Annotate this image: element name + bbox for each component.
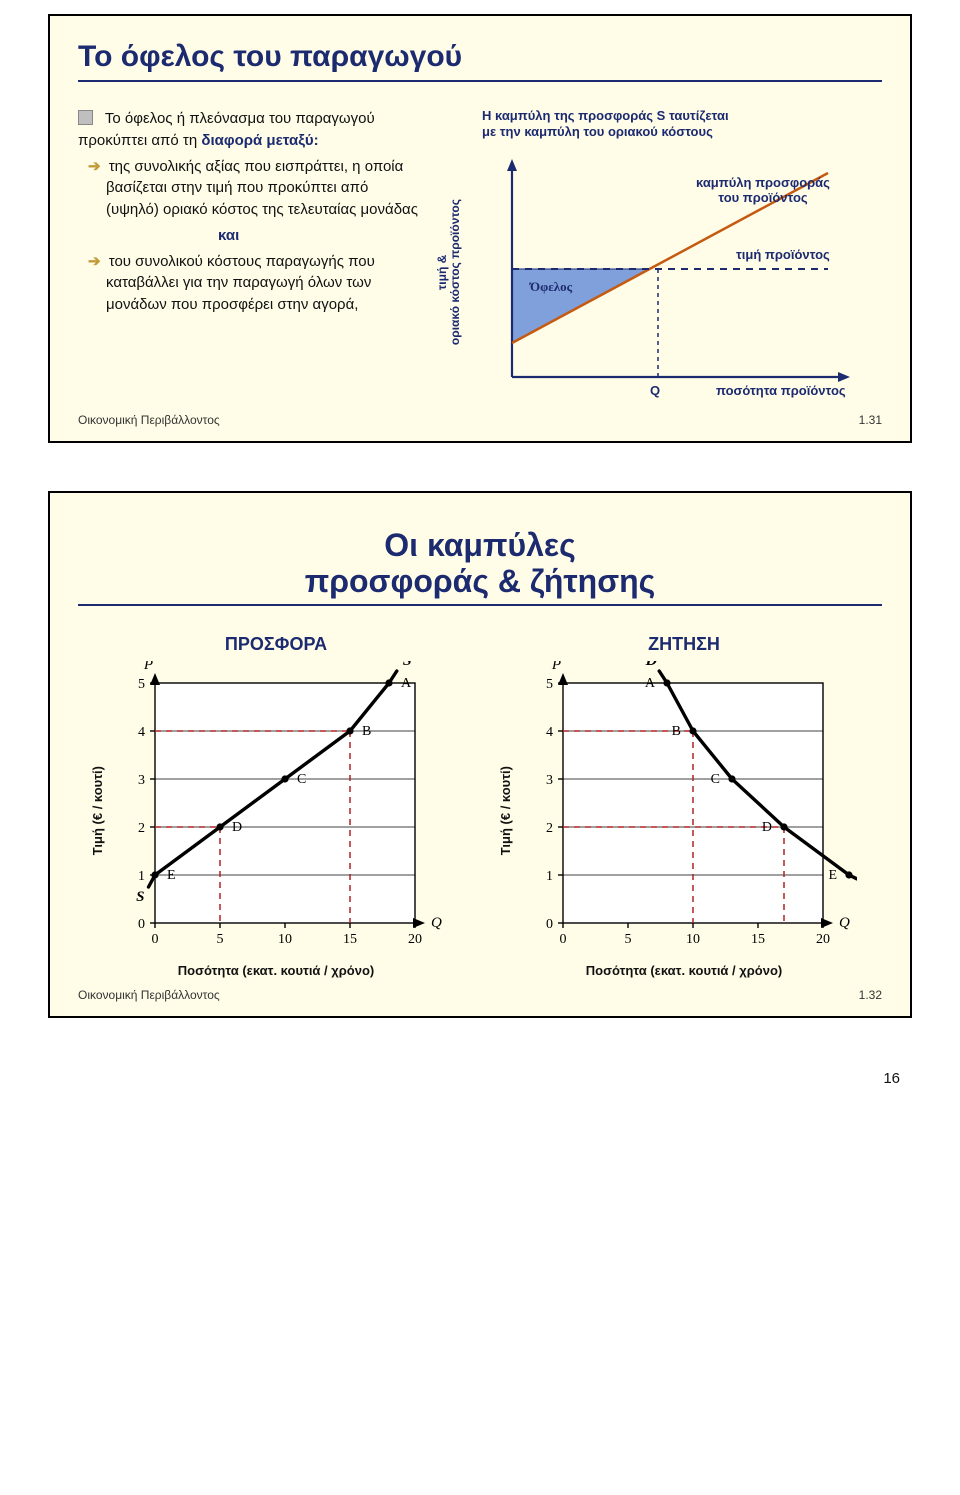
- producer-surplus-diagram: Η καμπύλη της προσφοράς S ταυτίζεται με …: [436, 108, 882, 403]
- slide2-footer: Οικονομική Περιβάλλοντος 1.32: [78, 988, 882, 1002]
- sub-bullet-2: ➔ του συνολικού κόστους παραγωγής που κα…: [78, 251, 418, 316]
- charts-row: ΠΡΟΣΦΟΡΑ Τιμή (€ / κουτί) 01234505101520…: [78, 634, 882, 978]
- sub-bullet-1: ➔ της συνολικής αξίας που εισπράττει, η …: [78, 156, 418, 221]
- supply-xlabel: Ποσότητα (εκατ. κουτιά / χρόνο): [90, 963, 462, 978]
- svg-text:P: P: [143, 661, 153, 673]
- diagram-top-caption: Η καμπύλη της προσφοράς S ταυτίζεται με …: [482, 108, 882, 141]
- supply-svg: 0 1 2 3 4 5 0 5 10 15 20 E D C B A P Q S S: [109, 661, 449, 961]
- demand-chart-column: ΖΗΤΗΣΗ Τιμή (€ / κουτί) 0 1 2 3 4 5 0 5 10 15 20 A B…: [498, 634, 870, 978]
- bullet-text-block: Το όφελος ή πλεόνασμα του παραγωγού προκ…: [78, 108, 418, 320]
- svg-text:0: 0: [546, 917, 553, 932]
- svg-text:5: 5: [546, 677, 553, 692]
- title-underline: [78, 604, 882, 606]
- svg-text:C: C: [297, 772, 306, 787]
- legend-price: τιμή προϊόντος: [736, 248, 830, 263]
- demand-svg: 01234505101520ABCDEPQDD: [517, 661, 857, 961]
- arrow-icon: ➔: [88, 253, 101, 270]
- svg-text:5: 5: [217, 932, 224, 947]
- footer-left: Οικονομική Περιβάλλοντος: [78, 988, 220, 1002]
- svg-text:Q: Q: [431, 915, 442, 931]
- svg-text:1: 1: [138, 869, 145, 884]
- main-bullet: Το όφελος ή πλεόνασμα του παραγωγού προκ…: [78, 108, 418, 152]
- footer-right: 1.32: [859, 988, 882, 1002]
- svg-text:A: A: [401, 676, 412, 691]
- slide1-footer: Οικονομική Περιβάλλοντος 1.31: [78, 413, 882, 427]
- supply-ylabel: Τιμή (€ / κουτί): [90, 766, 105, 855]
- slide1-body: Το όφελος ή πλεόνασμα του παραγωγού προκ…: [78, 108, 882, 403]
- legend-supply-curve: καμπύλη προσφοράςτου προϊόντος: [696, 176, 830, 206]
- svg-text:Όφελος: Όφελος: [529, 279, 573, 294]
- svg-text:5: 5: [625, 932, 632, 947]
- svg-text:E: E: [828, 868, 837, 883]
- title-underline: [78, 80, 882, 82]
- footer-right: 1.31: [859, 413, 882, 427]
- svg-text:10: 10: [686, 932, 700, 947]
- svg-text:20: 20: [408, 932, 422, 947]
- svg-text:3: 3: [138, 773, 145, 788]
- arrow-icon: ➔: [88, 158, 101, 175]
- svg-text:20: 20: [816, 932, 830, 947]
- svg-text:4: 4: [138, 725, 145, 740]
- demand-xlabel: Ποσότητα (εκατ. κουτιά / χρόνο): [498, 963, 870, 978]
- square-bullet-icon: [78, 110, 93, 125]
- xaxis-label: ποσότητα προϊόντος: [716, 384, 846, 399]
- svg-text:B: B: [672, 724, 681, 739]
- supply-heading: ΠΡΟΣΦΟΡΑ: [90, 634, 462, 655]
- svg-text:0: 0: [138, 917, 145, 932]
- svg-text:2: 2: [138, 821, 145, 836]
- demand-heading: ΖΗΤΗΣΗ: [498, 634, 870, 655]
- svg-text:D: D: [645, 661, 658, 669]
- svg-text:5: 5: [138, 677, 145, 692]
- svg-text:E: E: [167, 868, 176, 883]
- svg-text:C: C: [711, 772, 720, 787]
- svg-text:4: 4: [546, 725, 553, 740]
- svg-text:1: 1: [546, 869, 553, 884]
- slide-supply-demand-curves: Οι καμπύλες προσφοράς & ζήτησης ΠΡΟΣΦΟΡΑ…: [48, 491, 912, 1019]
- footer-left: Οικονομική Περιβάλλοντος: [78, 413, 220, 427]
- main-bullet-emph: διαφορά μεταξύ:: [201, 132, 318, 149]
- svg-text:15: 15: [343, 932, 357, 947]
- svg-text:0: 0: [560, 932, 567, 947]
- demand-ylabel: Τιμή (€ / κουτί): [498, 766, 513, 855]
- svg-text:D: D: [232, 820, 242, 835]
- svg-text:3: 3: [546, 773, 553, 788]
- svg-text:P: P: [551, 661, 561, 673]
- diagram-yaxis-label: τιμή &οριακό κόστος προϊόντος: [436, 199, 462, 345]
- svg-text:A: A: [645, 676, 656, 691]
- svg-text:0: 0: [152, 932, 159, 947]
- slide1-title: Το όφελος του παραγωγού: [78, 40, 882, 74]
- q-label: Q: [650, 384, 660, 399]
- svg-text:15: 15: [751, 932, 765, 947]
- svg-text:2: 2: [546, 821, 553, 836]
- slide2-title: Οι καμπύλες προσφοράς & ζήτησης: [78, 527, 882, 601]
- slide-producer-benefit: Το όφελος του παραγωγού Το όφελος ή πλεό…: [48, 14, 912, 443]
- and-word: και: [78, 225, 418, 247]
- svg-text:B: B: [362, 724, 371, 739]
- svg-text:D: D: [762, 820, 772, 835]
- svg-text:S: S: [136, 889, 144, 905]
- supply-chart-column: ΠΡΟΣΦΟΡΑ Τιμή (€ / κουτί) 0 1 2 3 4 5 0 5 10 15 20…: [90, 634, 462, 978]
- page-number: 16: [0, 1066, 960, 1101]
- svg-text:10: 10: [278, 932, 292, 947]
- svg-text:S: S: [403, 661, 412, 669]
- svg-text:Q: Q: [839, 915, 850, 931]
